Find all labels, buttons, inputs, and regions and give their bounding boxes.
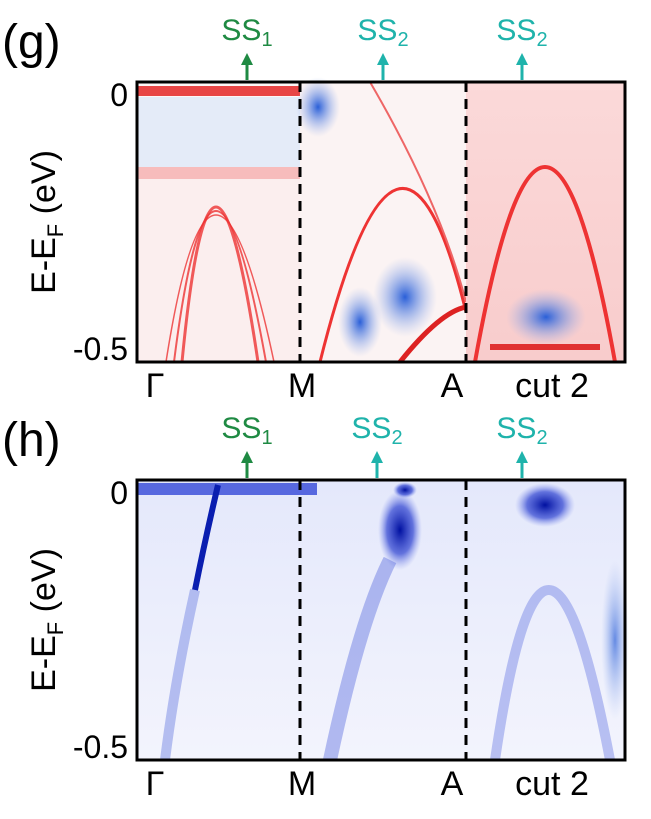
heatmap-band [369,81,467,303]
annotation-text: SS [357,14,397,47]
annotation-arrowhead [371,451,383,463]
x-label: A [441,367,464,405]
y-label-space [25,612,63,621]
y-label-unit: (eV) [25,150,63,214]
y-axis-label: E-EF (eV) [25,548,68,692]
heatmap-band [398,304,467,364]
y-label-space [25,214,63,223]
heatmap-blob [296,77,340,137]
heatmap-blob [515,483,575,527]
y-label-sub: F [43,224,68,237]
y-axis-label: E-EF (eV) [25,150,68,294]
heatmap-band [137,167,300,179]
annotation-sub: 1 [261,29,272,51]
heatmap-blob [338,287,382,357]
annotation-text: SS [221,14,261,47]
annotation-text: SS [496,14,536,47]
heatmap-region [137,97,300,167]
heatmap [137,480,629,762]
panel-label: (h) [2,414,61,467]
annotation-sub: 2 [536,29,547,51]
x-label: Γ [146,367,165,405]
heatmap-region [137,167,300,362]
heatmap [137,77,625,364]
heatmap-band [192,484,221,591]
annotation-text: SS [221,412,261,445]
y-label-sub: F [43,622,68,635]
panel-label: (g) [2,16,61,69]
x-label: cut 2 [515,765,589,803]
y-label-unit: (eV) [25,548,63,612]
annotation-text: SS [351,412,391,445]
heatmap-band [490,585,615,761]
heatmap-blob [601,560,629,720]
heatmap-band [160,588,200,761]
heatmap-band [323,556,397,762]
heatmap-band [318,186,468,363]
heatmap-blob [393,482,417,498]
annotation: SS2 [351,412,402,449]
x-label: M [288,765,316,803]
annotation-arrowhead [516,53,528,65]
annotation: SS1 [221,14,272,51]
heatmap-band [473,165,617,363]
x-label: Γ [146,765,165,803]
heatmap-band [137,86,300,96]
heatmap-band [165,214,275,363]
annotation: SS2 [496,14,547,51]
annotation-arrowhead [241,53,253,65]
x-label: M [288,367,316,405]
y-label-text: E-E [25,237,63,294]
plot-frame [135,478,627,762]
y-label-text: E-E [25,635,63,692]
y-tick-label: -0.5 [73,729,128,765]
heatmap-band [173,210,267,363]
heatmap-blob [378,490,422,570]
annotation-arrowhead [377,53,389,65]
y-tick-label: 0 [110,475,128,511]
heatmap-blob [373,257,437,337]
x-label: A [441,765,464,803]
annotation-text: SS [496,412,536,445]
heatmap-band [180,205,260,363]
annotation: SS2 [496,412,547,449]
x-label: cut 2 [515,367,589,405]
annotation-arrowhead [241,451,253,463]
annotation-arrowhead [516,451,528,463]
heatmap-band [137,483,317,495]
annotation: SS2 [357,14,408,51]
annotation-sub: 2 [397,29,408,51]
heatmap-blob [506,289,586,345]
plot-frame [135,80,627,364]
annotation-sub: 1 [261,427,272,449]
heatmap-band [490,344,600,350]
annotation-sub: 2 [391,427,402,449]
y-tick-label: 0 [110,77,128,113]
y-tick-label: -0.5 [73,331,128,367]
annotation: SS1 [221,412,272,449]
annotation-sub: 2 [536,427,547,449]
